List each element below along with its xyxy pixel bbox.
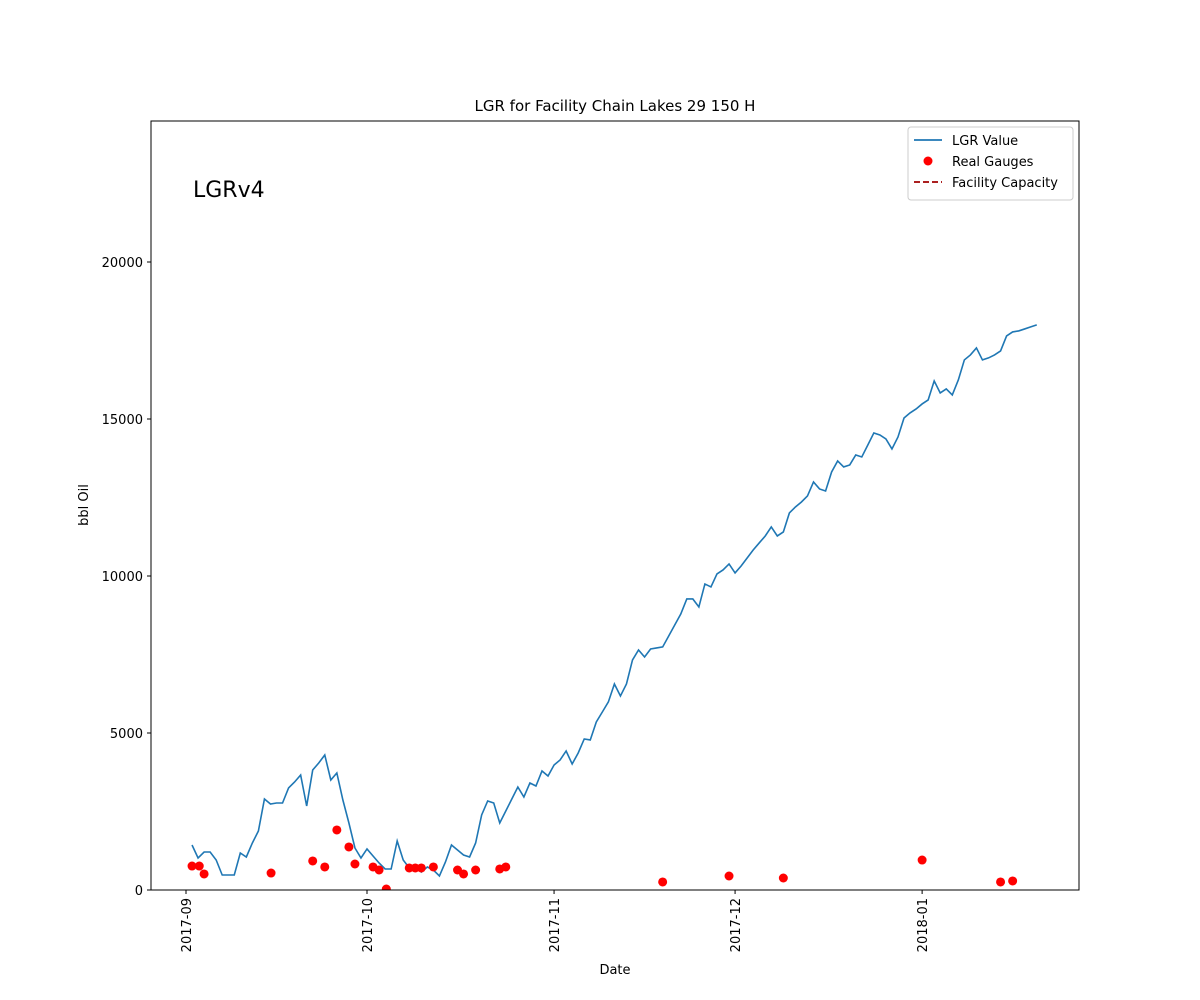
scatter-point bbox=[724, 871, 734, 881]
y-tick-label: 15000 bbox=[102, 413, 143, 428]
x-tick-label: 2017-10 bbox=[361, 898, 376, 952]
legend: LGR Value Real Gauges Facility Capacity bbox=[907, 126, 1074, 201]
scatter-point bbox=[381, 884, 391, 890]
plot-frame bbox=[150, 120, 1080, 891]
scatter-point bbox=[332, 825, 342, 835]
scatter-point bbox=[194, 861, 204, 871]
legend-label: LGR Value bbox=[952, 134, 1018, 149]
scatter-point bbox=[350, 859, 360, 869]
y-tick-label: 20000 bbox=[102, 256, 143, 271]
annotation: LGRv4 bbox=[193, 178, 265, 203]
scatter-point bbox=[320, 862, 330, 872]
line-series bbox=[191, 324, 1038, 878]
legend-box bbox=[907, 126, 1074, 201]
scatter-point bbox=[471, 865, 481, 875]
scatter-point bbox=[266, 868, 276, 878]
y-tick-label: 10000 bbox=[102, 570, 143, 585]
scatter-point bbox=[344, 842, 354, 852]
x-tick-label: 2017-11 bbox=[548, 898, 563, 952]
scatter-point bbox=[501, 862, 511, 872]
scatter-point bbox=[416, 863, 426, 873]
scatter-point bbox=[428, 862, 438, 872]
x-tick-label: 2017-09 bbox=[180, 898, 195, 952]
x-axis-label: Date bbox=[599, 963, 630, 978]
scatter-point bbox=[917, 855, 927, 865]
x-tick-label: 2017-12 bbox=[729, 898, 744, 952]
y-tick-label: 0 bbox=[135, 884, 143, 899]
scatter-point bbox=[199, 869, 209, 879]
legend-label: Real Gauges bbox=[952, 155, 1034, 170]
x-tick-label: 2018-01 bbox=[916, 898, 931, 952]
scatter-point bbox=[1008, 876, 1018, 886]
chart-title: LGR for Facility Chain Lakes 29 150 H bbox=[475, 97, 756, 115]
scatter-point bbox=[778, 873, 788, 883]
y-tick-label: 5000 bbox=[110, 727, 143, 742]
scatter-point bbox=[459, 869, 469, 879]
scatter-point bbox=[658, 877, 668, 887]
legend-label: Facility Capacity bbox=[952, 176, 1058, 191]
legend-marker bbox=[923, 156, 933, 166]
scatter-point bbox=[308, 856, 318, 866]
scatter-point bbox=[996, 877, 1006, 887]
scatter-point bbox=[374, 865, 384, 875]
y-axis-label: bbl Oil bbox=[77, 484, 92, 526]
scatter-point bbox=[187, 861, 197, 871]
